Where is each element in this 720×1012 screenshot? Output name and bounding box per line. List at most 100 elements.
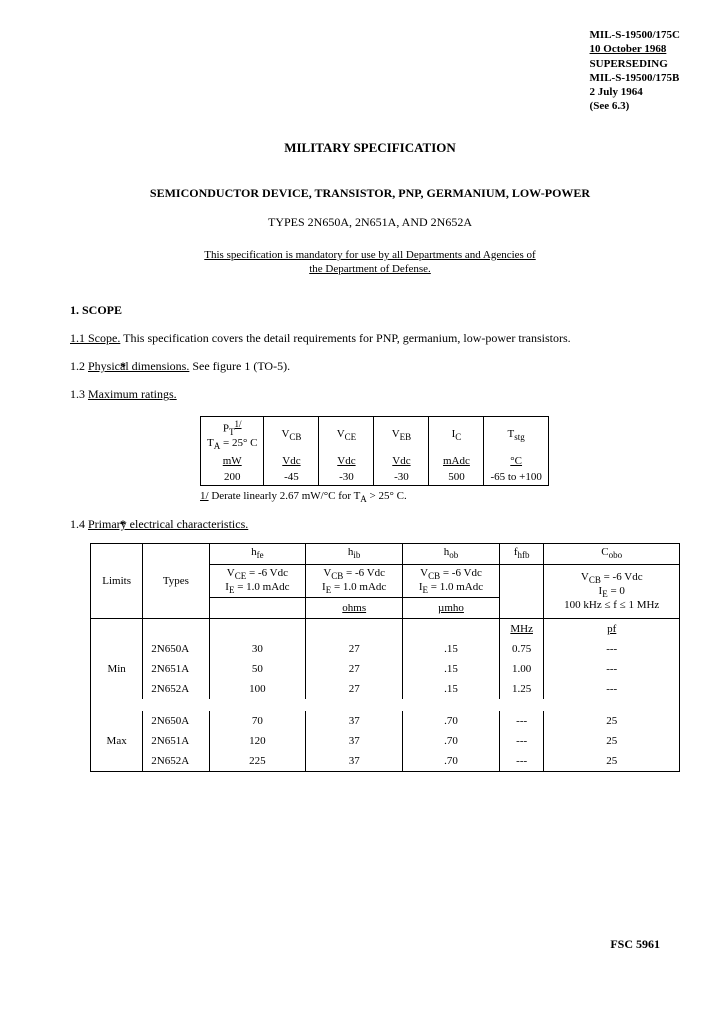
col-ic: IC (429, 417, 484, 454)
prev-date: 2 July 1964 (590, 85, 680, 99)
prim-lead: 1.4 (70, 517, 88, 531)
change-star-icon: * (120, 358, 126, 374)
primary-table-wrap: Limits Types hfe hib hob fhfb Cobo VCE =… (90, 543, 670, 772)
table-row: Limits Types hfe hib hob fhfb Cobo (91, 543, 680, 564)
col-veb: VEB (374, 417, 429, 454)
max-head: Maximum ratings. (88, 387, 177, 401)
change-star-icon: * (120, 516, 126, 532)
doc-title: MILITARY SPECIFICATION (70, 140, 670, 156)
unit-cell (209, 597, 306, 618)
table-row: 2N652A 100 27 .15 1.25 --- (91, 679, 680, 699)
scope-para: 1.1 Scope. This specification covers the… (70, 330, 670, 346)
type-cell: 2N650A (143, 639, 209, 659)
col-cobo: Cobo (544, 543, 680, 564)
cond-cell: VCE = -6 VdcIE = 1.0 mAdc (209, 564, 306, 597)
col-limits: Limits (91, 543, 143, 618)
cond-cell: VCB = -6 VdcIE = 0100 kHz ≤ f ≤ 1 MHz (544, 564, 680, 618)
val-cell: -45 (264, 469, 319, 486)
primary-table: Limits Types hfe hib hob fhfb Cobo VCE =… (90, 543, 680, 772)
device-title: SEMICONDUCTOR DEVICE, TRANSISTOR, PNP, G… (70, 186, 670, 201)
table-row: PT1/ TA = 25° C VCB VCE VEB IC Tstg (201, 417, 549, 454)
val-cell: 0.75 (499, 639, 544, 659)
val-cell: 27 (306, 679, 403, 699)
ratings-table: PT1/ TA = 25° C VCB VCE VEB IC Tstg mW V… (200, 416, 549, 486)
max-para: 1.3 Maximum ratings. (70, 386, 670, 402)
type-cell: 2N651A (143, 659, 209, 679)
ratings-footnote: 1/ Derate linearly 2.67 mW/°C for TA > 2… (200, 490, 670, 504)
see-ref: (See 6.3) (590, 99, 680, 113)
col-pt: PT1/ TA = 25° C (201, 417, 264, 454)
phys-para: * 1.2 Physical dimensions. See figure 1 … (70, 358, 670, 374)
col-tstg: Tstg (484, 417, 548, 454)
table-row: Min 2N650A 30 27 .15 0.75 --- (91, 639, 680, 659)
val-cell: 27 (306, 659, 403, 679)
val-cell: 37 (306, 731, 403, 751)
col-vcb: VCB (264, 417, 319, 454)
cond-cell: VCB = -6 VdcIE = 1.0 mAdc (403, 564, 500, 597)
val-cell: .15 (403, 659, 500, 679)
cond-cell (499, 564, 544, 618)
val-cell: 70 (209, 711, 306, 731)
scope-text: This specification covers the detail req… (120, 331, 570, 345)
type-cell: 2N651A (143, 731, 209, 751)
prim-head: Primary electrical characteristics. (88, 517, 248, 531)
table-row: MHz pf (91, 618, 680, 639)
val-cell: 37 (306, 751, 403, 772)
table-row: 2N652A 225 37 .70 --- 25 (91, 751, 680, 772)
val-cell: .70 (403, 711, 500, 731)
val-cell: -65 to +100 (484, 469, 548, 486)
val-cell: .70 (403, 751, 500, 772)
mandatory-notice: This specification is mandatory for use … (200, 248, 540, 277)
ratings-table-wrap: PT1/ TA = 25° C VCB VCE VEB IC Tstg mW V… (200, 416, 670, 486)
type-cell: 2N652A (143, 679, 209, 699)
val-cell: --- (544, 659, 680, 679)
col-vce: VCE (319, 417, 374, 454)
primary-para: * 1.4 Primary electrical characteristics… (70, 516, 670, 532)
val-cell: 50 (209, 659, 306, 679)
val-cell: --- (544, 679, 680, 699)
col-hib: hib (306, 543, 403, 564)
col-hob: hob (403, 543, 500, 564)
unit-cell: ohms (306, 597, 403, 618)
table-row: 2N651A 50 27 .15 1.00 --- (91, 659, 680, 679)
table-row (91, 699, 680, 711)
val-cell: 25 (544, 751, 680, 772)
type-cell: 2N652A (143, 751, 209, 772)
val-cell: 25 (544, 731, 680, 751)
val-cell: 100 (209, 679, 306, 699)
val-cell: 200 (201, 469, 264, 486)
val-cell: 27 (306, 639, 403, 659)
unit-cell: °C (484, 453, 548, 469)
prev-spec: MIL-S-19500/175B (590, 71, 680, 85)
unit-cell: Vdc (264, 453, 319, 469)
unit-cell: MHz (499, 618, 544, 639)
val-cell: --- (499, 751, 544, 772)
unit-cell: Vdc (374, 453, 429, 469)
val-cell: --- (499, 731, 544, 751)
val-cell: 1.25 (499, 679, 544, 699)
table-row: Max 2N650A 70 37 .70 --- 25 (91, 711, 680, 731)
limit-min: Min (91, 639, 143, 699)
type-cell: 2N650A (143, 711, 209, 731)
limit-max: Max (91, 711, 143, 772)
val-cell: --- (544, 639, 680, 659)
scope-heading: 1. SCOPE (70, 303, 670, 318)
max-lead: 1.3 (70, 387, 88, 401)
spec-date: 10 October 1968 (590, 42, 680, 56)
types-line: TYPES 2N650A, 2N651A, AND 2N652A (70, 215, 670, 230)
val-cell: 500 (429, 469, 484, 486)
val-cell: -30 (319, 469, 374, 486)
phys-tail: See figure 1 (TO-5). (189, 359, 290, 373)
val-cell: --- (499, 711, 544, 731)
fsc-code: FSC 5961 (610, 937, 660, 952)
scope-lead: 1.1 Scope. (70, 331, 120, 345)
val-cell: 1.00 (499, 659, 544, 679)
val-cell: 120 (209, 731, 306, 751)
cond-cell: VCB = -6 VdcIE = 1.0 mAdc (306, 564, 403, 597)
col-hfe: hfe (209, 543, 306, 564)
val-cell: 30 (209, 639, 306, 659)
table-row: 2N651A 120 37 .70 --- 25 (91, 731, 680, 751)
val-cell: .15 (403, 639, 500, 659)
superseding-label: SUPERSEDING (590, 57, 680, 71)
col-types: Types (143, 543, 209, 618)
